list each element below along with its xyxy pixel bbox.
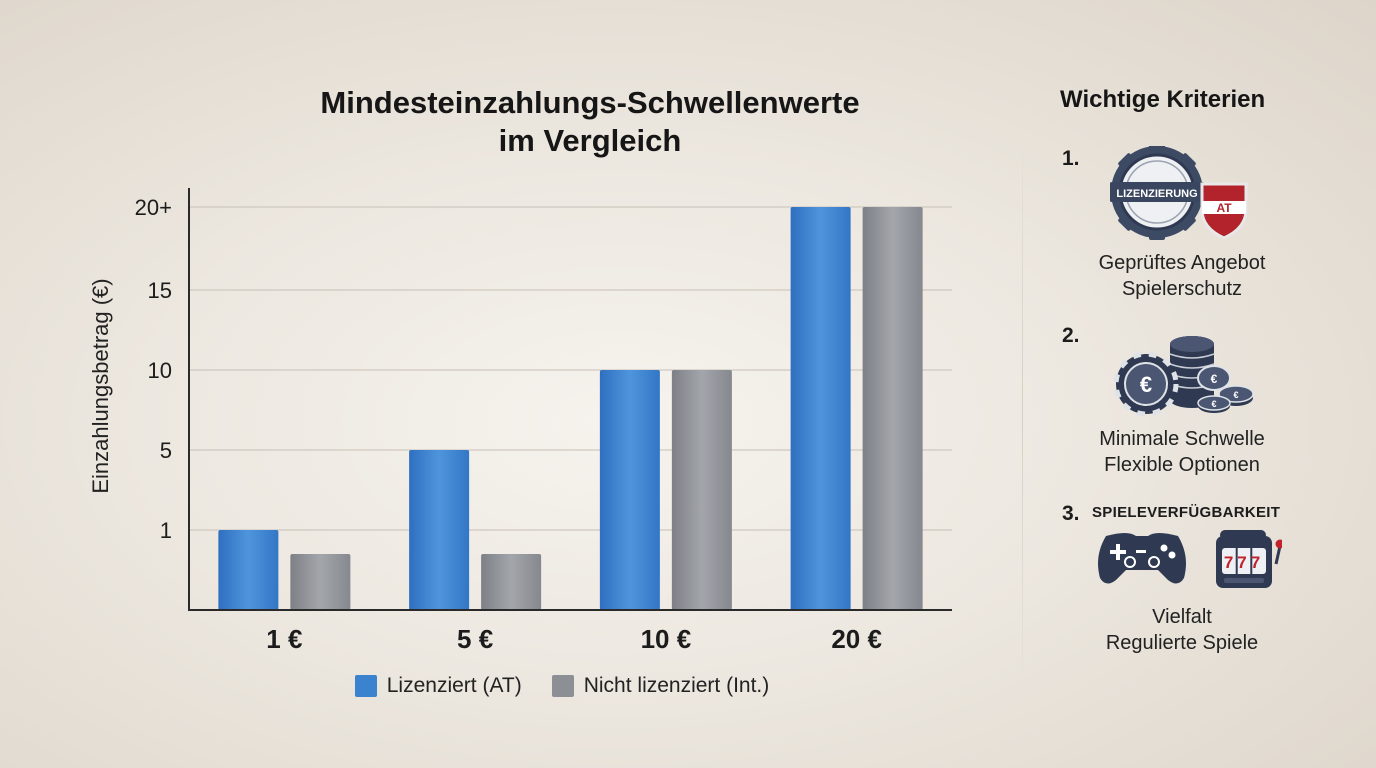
chart-title-line-1: Mindesteinzahlungs-Schwellenwerte [320, 85, 860, 120]
chart-legend: Lizenziert (AT) Nicht lizenziert (Int.) [0, 674, 1124, 698]
y-axis-label: Einzahlungsbetrag (€) [88, 278, 113, 493]
y-tick-label: 5 [160, 438, 172, 463]
svg-text:€: € [1233, 390, 1238, 400]
x-tick-label: 5 € [457, 624, 493, 654]
criteria-panel-title: Wichtige Kriterien [1060, 86, 1266, 113]
y-tick-label: 10 [148, 358, 172, 383]
y-tick-label: 1 [160, 518, 172, 543]
legend-label-unlicensed: Nicht lizenziert (Int.) [583, 674, 770, 697]
criterion-3-number: 3. [1062, 502, 1080, 525]
license-badge-icon: LIZENZIERUNG AT [1110, 146, 1248, 240]
criterion-1-line-1: Geprüftes Angebot [1098, 252, 1266, 274]
y-tick-label: 15 [148, 278, 172, 303]
criterion-2-text: Minimale Schwelle Flexible Optionen [1032, 426, 1332, 478]
criterion-3-text: Vielfalt Regulierte Spiele [1032, 604, 1332, 656]
svg-text:€: € [1211, 399, 1216, 409]
legend-item-licensed: Lizenziert (AT) [354, 674, 522, 698]
chart-title-line-2: im Vergleich [498, 123, 682, 158]
criterion-3-line-1: Vielfalt [1152, 606, 1212, 628]
legend-label-licensed: Lizenziert (AT) [386, 674, 522, 697]
criterion-3-line-2: Regulierte Spiele [1105, 632, 1259, 654]
bar-licensed [409, 450, 470, 610]
austria-shield-icon: AT [1200, 182, 1248, 240]
x-tick-label: 20 € [831, 624, 882, 654]
bar-licensed [599, 370, 660, 610]
criterion-2-number: 2. [1062, 324, 1080, 347]
gamepad-slot-machine-icon: 777 [1098, 530, 1282, 588]
bar-unlicensed [481, 554, 542, 610]
gamepad-icon [1098, 533, 1186, 584]
criterion-1-number: 1. [1062, 147, 1080, 170]
criterion-2-line-1: Minimale Schwelle [1099, 428, 1265, 450]
panel-divider [1022, 150, 1023, 670]
bar-unlicensed [862, 207, 923, 610]
criteria-panel: Wichtige Kriterien 1. LIZENZIERUNG A [1030, 0, 1376, 768]
shield-text: AT [1216, 201, 1232, 215]
chart-title: Mindesteinzahlungs-Schwellenwerte im Ver… [190, 84, 990, 160]
license-badge-text: LIZENZIERUNG [1116, 188, 1197, 200]
x-tick-label: 10 € [641, 624, 692, 654]
criterion-1-text: Geprüftes Angebot Spielerschutz [1032, 250, 1332, 302]
bars [218, 207, 923, 610]
slot-machine-text: 777 [1224, 553, 1264, 572]
criterion-1-line-2: Spielerschutz [1121, 278, 1243, 300]
bar-licensed [790, 207, 851, 610]
bar-licensed [218, 530, 279, 610]
legend-item-unlicensed: Nicht lizenziert (Int.) [551, 674, 770, 698]
euro-coins-icon: € € € € [1114, 336, 1254, 416]
slot-machine-icon: 777 [1216, 530, 1282, 588]
legend-swatch-licensed [354, 675, 377, 697]
bar-unlicensed [290, 554, 351, 610]
svg-text:€: € [1211, 372, 1218, 386]
y-tick-label: 20+ [135, 195, 172, 220]
criterion-2-line-2: Flexible Optionen [1104, 454, 1260, 476]
bar-unlicensed [671, 370, 732, 610]
x-tick-labels: 1 € 5 € 10 € 20 € [266, 624, 882, 654]
criterion-3-heading: SPIELEVERFÜGBARKEIT [1092, 504, 1281, 521]
x-tick-label: 1 € [266, 624, 302, 654]
svg-text:€: € [1140, 372, 1152, 397]
legend-swatch-unlicensed [551, 675, 574, 697]
